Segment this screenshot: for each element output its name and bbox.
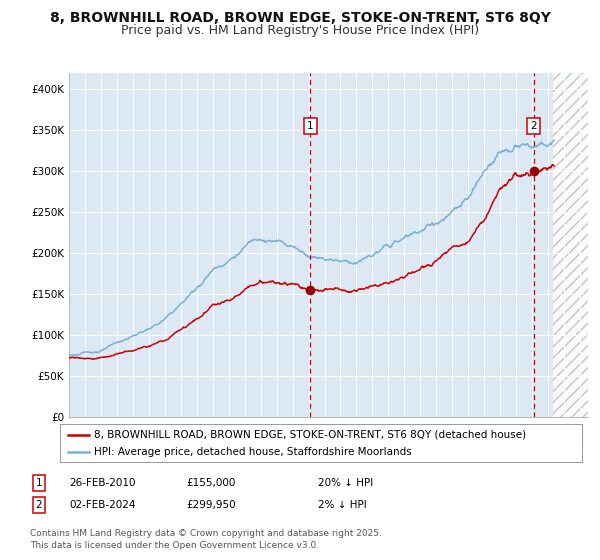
Text: 20% ↓ HPI: 20% ↓ HPI [318, 478, 373, 488]
Text: 8, BROWNHILL ROAD, BROWN EDGE, STOKE-ON-TRENT, ST6 8QY: 8, BROWNHILL ROAD, BROWN EDGE, STOKE-ON-… [50, 11, 550, 25]
Text: Contains HM Land Registry data © Crown copyright and database right 2025.
This d: Contains HM Land Registry data © Crown c… [30, 529, 382, 550]
Text: 1: 1 [35, 478, 43, 488]
Text: 26-FEB-2010: 26-FEB-2010 [69, 478, 136, 488]
Text: HPI: Average price, detached house, Staffordshire Moorlands: HPI: Average price, detached house, Staf… [94, 447, 412, 458]
Text: 02-FEB-2024: 02-FEB-2024 [69, 500, 136, 510]
Text: Price paid vs. HM Land Registry's House Price Index (HPI): Price paid vs. HM Land Registry's House … [121, 24, 479, 37]
Text: 8, BROWNHILL ROAD, BROWN EDGE, STOKE-ON-TRENT, ST6 8QY (detached house): 8, BROWNHILL ROAD, BROWN EDGE, STOKE-ON-… [94, 430, 526, 440]
Bar [553, 73, 588, 417]
Text: 2: 2 [530, 121, 537, 131]
Text: £299,950: £299,950 [186, 500, 236, 510]
Text: 2% ↓ HPI: 2% ↓ HPI [318, 500, 367, 510]
Text: 2: 2 [35, 500, 43, 510]
Text: £155,000: £155,000 [186, 478, 235, 488]
Text: 1: 1 [307, 121, 314, 131]
